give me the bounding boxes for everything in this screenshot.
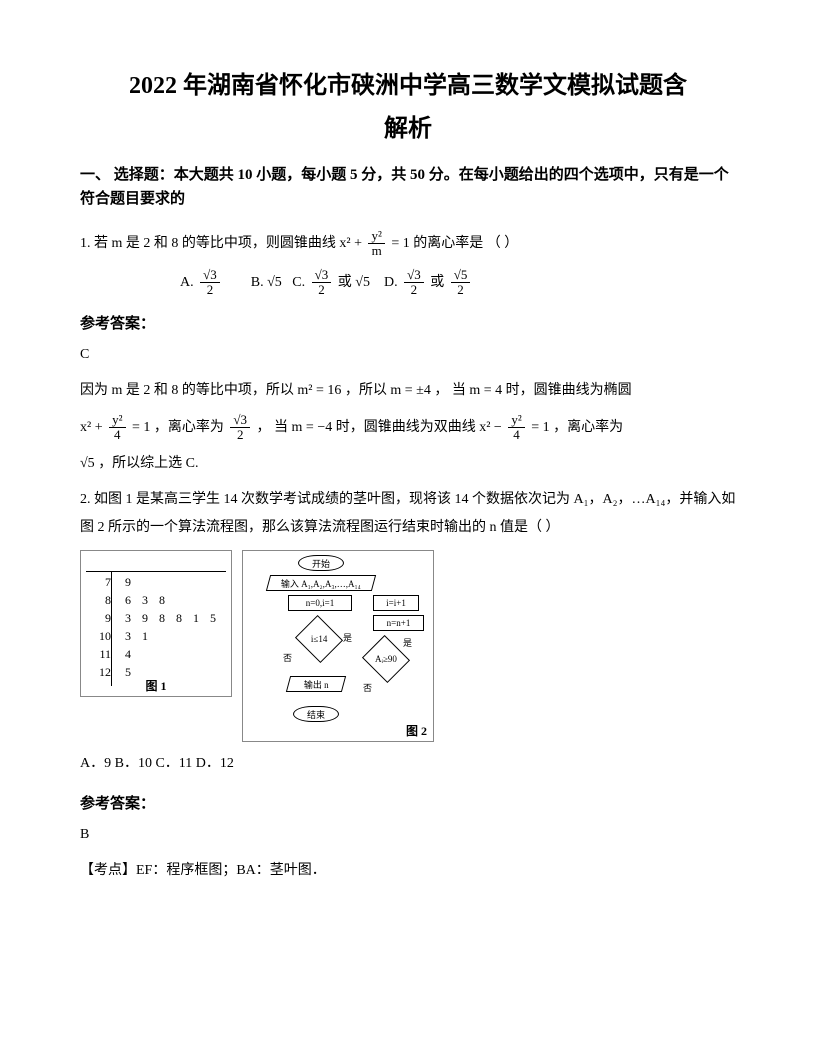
q2-answer: B — [80, 821, 736, 849]
page: 2022 年湖南省怀化市硖洲中学高三数学文模拟试题含 解析 一、 选择题：本大题… — [0, 0, 816, 1056]
q1-opt-c-or: 或 — [338, 275, 356, 290]
fc-output: 输出 n — [286, 676, 346, 692]
q1-ecc2: √5 — [80, 456, 95, 471]
q1-e2b: ， 当 — [257, 420, 289, 435]
fc-inc-n: n=n+1 — [373, 615, 424, 631]
section-1-heading: 一、 选择题：本大题共 10 小题，每小题 5 分，共 50 分。在每小题给出的… — [80, 163, 736, 211]
flowchart-caption: 图 2 — [406, 722, 427, 739]
q2-answer-label: 参考答案： — [80, 792, 736, 813]
q2-kaodian: 【考点】EF：程序框图；BA：茎叶图． — [80, 857, 736, 885]
q1-formula: x² + y²m = 1 — [339, 229, 409, 259]
q1-opt-c-value2: √5 — [355, 275, 370, 290]
q1-e1c: ，所以 — [345, 383, 387, 398]
q1-e1d: ， 当 — [434, 383, 466, 398]
q1-e-m: m — [112, 383, 123, 398]
stemleaf-row-4: 114 — [86, 647, 226, 662]
q1-eq3: m = 4 — [469, 383, 502, 398]
q1-e2c: 时，圆锥曲线为双曲线 — [336, 420, 476, 435]
q1-e2a: ，离心率为 — [154, 420, 224, 435]
q1-opt-a-label: A. — [180, 275, 194, 290]
q1-e2d: ，离心率为 — [553, 420, 623, 435]
q1-opt-a-value: √32 — [200, 268, 220, 298]
document-title-line2: 解析 — [80, 108, 736, 143]
q1-stem: 1. 若 m 是 2 和 8 的等比中项，则圆锥曲线 x² + y²m = 1 … — [80, 229, 736, 259]
q1-options: A. √32 B. √5 C. √32 或 √5 D. √32 或 √52 — [180, 268, 736, 298]
q1-opt-c-label: C. — [292, 275, 305, 290]
q1-opt-d-or: 或 — [430, 275, 448, 290]
flowchart: 开始 输入 A₁,A₂,A₃,…,A₁₄ n=0,i=1 i=i+1 n=n+1… — [242, 550, 434, 742]
fc-end: 结束 — [293, 706, 339, 722]
fc-no-2: 否 — [363, 681, 372, 694]
q1-opt-d-label: D. — [384, 275, 398, 290]
q1-e3: ，所以综上选 C. — [98, 456, 198, 471]
q2-options: A．9 B．10 C．11 D．12 — [80, 750, 736, 778]
q1-opt-b-value: √5 — [267, 275, 282, 290]
q1-e1b: 是 2 和 8 的等比中项，所以 — [126, 383, 294, 398]
q2-stem: 2. 如图 1 是某高三学生 14 次数学考试成绩的茎叶图，现将该 14 个数据… — [80, 486, 736, 542]
q1-answer: C — [80, 341, 736, 369]
stemleaf-hline — [86, 571, 226, 572]
stemleaf-caption: 图 1 — [81, 677, 231, 694]
fc-cond1: i≤14 — [295, 615, 343, 663]
q1-explanation-1: 因为 m 是 2 和 8 的等比中项，所以 m² = 16 ，所以 m = ±4… — [80, 377, 736, 405]
document-title-line1: 2022 年湖南省怀化市硖洲中学高三数学文模拟试题含 — [80, 70, 736, 104]
q1-eq2: m = ±4 — [390, 383, 430, 398]
q1-opt-d-value2: √52 — [451, 268, 471, 298]
fc-init: n=0,i=1 — [288, 595, 352, 611]
stemleaf-row-0: 79 — [86, 575, 226, 590]
q1-opt-b-label: B. — [251, 275, 264, 290]
stemleaf-row-3: 103 1 — [86, 629, 226, 644]
fc-start: 开始 — [298, 555, 344, 571]
fc-yes-2: 是 — [403, 636, 412, 649]
q1-ecc1: √32 — [230, 413, 250, 443]
stemleaf-row-2: 93 9 8 8 1 5 — [86, 611, 226, 626]
fc-yes-1: 是 — [343, 631, 352, 644]
q1-hyper-eq: x² − y²4 = 1 — [479, 413, 549, 443]
q1-explanation-3: √5 ，所以综上选 C. — [80, 450, 736, 478]
q1-opt-d-value1: √32 — [404, 268, 424, 298]
fc-inc-i: i=i+1 — [373, 595, 419, 611]
stemleaf-plot: 79 86 3 8 93 9 8 8 1 5 103 1 114 125 图 1 — [80, 550, 232, 697]
q1-e1e: 时，圆锥曲线为椭圆 — [506, 383, 632, 398]
q1-opt-c-value1: √32 — [312, 268, 332, 298]
fc-input: 输入 A₁,A₂,A₃,…,A₁₄ — [266, 575, 376, 591]
fc-no-1: 否 — [283, 651, 292, 664]
q1-text-2: 的离心率是 （ ） — [413, 236, 518, 251]
q1-ellipse-eq: x² + y²4 = 1 — [80, 413, 150, 443]
q1-answer-label: 参考答案： — [80, 312, 736, 333]
q2-figures: 79 86 3 8 93 9 8 8 1 5 103 1 114 125 图 1… — [80, 550, 736, 742]
q1-explanation-2: x² + y²4 = 1 ，离心率为 √32 ， 当 m = −4 时，圆锥曲线… — [80, 413, 736, 443]
q1-eq4: m = −4 — [292, 420, 333, 435]
stemleaf-row-1: 86 3 8 — [86, 593, 226, 608]
q1-text-1: 1. 若 m 是 2 和 8 的等比中项，则圆锥曲线 — [80, 236, 339, 251]
q1-e1a: 因为 — [80, 383, 108, 398]
q1-eq1: m² = 16 — [297, 383, 341, 398]
